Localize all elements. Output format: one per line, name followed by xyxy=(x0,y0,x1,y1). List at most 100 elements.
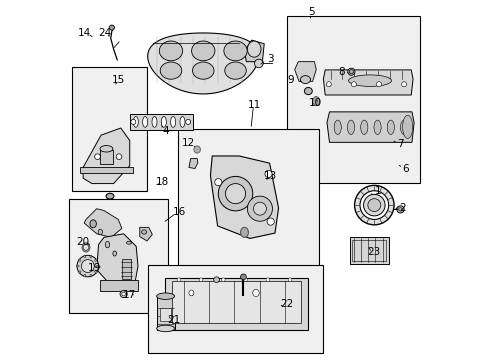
Polygon shape xyxy=(100,280,138,291)
Ellipse shape xyxy=(300,76,310,84)
Text: 6: 6 xyxy=(402,163,408,174)
Polygon shape xyxy=(97,234,138,288)
Bar xyxy=(349,237,388,264)
Circle shape xyxy=(81,260,94,273)
Polygon shape xyxy=(294,62,316,81)
Ellipse shape xyxy=(156,293,174,300)
Circle shape xyxy=(265,278,269,282)
Bar xyxy=(156,297,174,329)
Circle shape xyxy=(287,278,291,282)
Ellipse shape xyxy=(373,120,380,134)
Ellipse shape xyxy=(133,117,138,127)
Bar xyxy=(129,114,193,130)
Ellipse shape xyxy=(95,271,97,273)
Circle shape xyxy=(354,185,393,225)
Circle shape xyxy=(254,59,263,68)
Text: 7: 7 xyxy=(396,139,403,149)
Circle shape xyxy=(221,278,224,282)
Circle shape xyxy=(94,154,100,159)
Bar xyxy=(178,129,319,276)
Text: 23: 23 xyxy=(367,247,380,257)
Circle shape xyxy=(359,191,388,220)
Polygon shape xyxy=(188,158,198,168)
Text: 13: 13 xyxy=(263,171,276,181)
Polygon shape xyxy=(140,227,152,241)
Ellipse shape xyxy=(180,117,184,127)
Circle shape xyxy=(83,244,89,250)
Ellipse shape xyxy=(247,41,261,57)
Ellipse shape xyxy=(161,117,166,127)
Polygon shape xyxy=(147,33,258,94)
Bar xyxy=(164,278,307,330)
Ellipse shape xyxy=(156,325,174,332)
Ellipse shape xyxy=(188,290,194,296)
Ellipse shape xyxy=(400,120,407,134)
Bar xyxy=(286,16,419,183)
Circle shape xyxy=(253,202,266,215)
Circle shape xyxy=(199,278,203,282)
Circle shape xyxy=(120,291,127,298)
Ellipse shape xyxy=(304,87,312,95)
Circle shape xyxy=(213,277,219,283)
Ellipse shape xyxy=(95,259,97,261)
Text: 12: 12 xyxy=(182,139,195,148)
Bar xyxy=(171,281,300,323)
Polygon shape xyxy=(80,167,133,173)
Ellipse shape xyxy=(312,96,319,105)
Ellipse shape xyxy=(90,274,92,277)
Bar xyxy=(72,67,147,191)
Circle shape xyxy=(244,278,247,282)
Ellipse shape xyxy=(83,274,85,277)
Circle shape xyxy=(351,82,356,87)
Ellipse shape xyxy=(159,41,182,61)
Circle shape xyxy=(131,120,136,125)
Ellipse shape xyxy=(170,117,175,127)
Bar xyxy=(148,265,322,353)
Text: 3: 3 xyxy=(266,54,273,64)
Polygon shape xyxy=(100,149,113,164)
Ellipse shape xyxy=(82,243,90,252)
Circle shape xyxy=(264,170,271,177)
Ellipse shape xyxy=(402,115,412,139)
Text: 24: 24 xyxy=(98,28,111,38)
Circle shape xyxy=(325,82,330,87)
Ellipse shape xyxy=(78,271,81,273)
Ellipse shape xyxy=(386,120,394,134)
Polygon shape xyxy=(244,40,264,62)
Text: 5: 5 xyxy=(307,7,314,17)
Text: 22: 22 xyxy=(280,299,293,309)
Ellipse shape xyxy=(224,41,247,61)
Ellipse shape xyxy=(76,265,79,267)
Ellipse shape xyxy=(90,255,92,258)
Circle shape xyxy=(347,68,354,75)
Polygon shape xyxy=(122,259,131,279)
Circle shape xyxy=(177,278,180,282)
Ellipse shape xyxy=(252,289,259,297)
Polygon shape xyxy=(83,128,129,184)
Circle shape xyxy=(225,184,245,204)
Ellipse shape xyxy=(78,259,81,261)
Text: 10: 10 xyxy=(308,98,322,108)
Text: 16: 16 xyxy=(172,207,185,217)
Ellipse shape xyxy=(106,193,114,199)
Ellipse shape xyxy=(346,120,354,134)
Circle shape xyxy=(185,120,190,125)
Ellipse shape xyxy=(224,62,246,79)
Ellipse shape xyxy=(333,120,341,134)
Ellipse shape xyxy=(192,62,214,79)
Circle shape xyxy=(367,199,380,212)
Polygon shape xyxy=(210,156,278,238)
Circle shape xyxy=(247,196,272,221)
Ellipse shape xyxy=(100,145,113,152)
Polygon shape xyxy=(84,209,122,237)
Circle shape xyxy=(376,82,381,87)
Circle shape xyxy=(122,292,125,296)
Text: 18: 18 xyxy=(156,177,169,187)
Ellipse shape xyxy=(152,117,157,127)
Text: 2: 2 xyxy=(398,203,405,213)
Circle shape xyxy=(240,274,246,280)
Circle shape xyxy=(109,25,114,30)
Ellipse shape xyxy=(90,220,96,228)
Ellipse shape xyxy=(142,230,146,234)
Ellipse shape xyxy=(98,229,102,235)
